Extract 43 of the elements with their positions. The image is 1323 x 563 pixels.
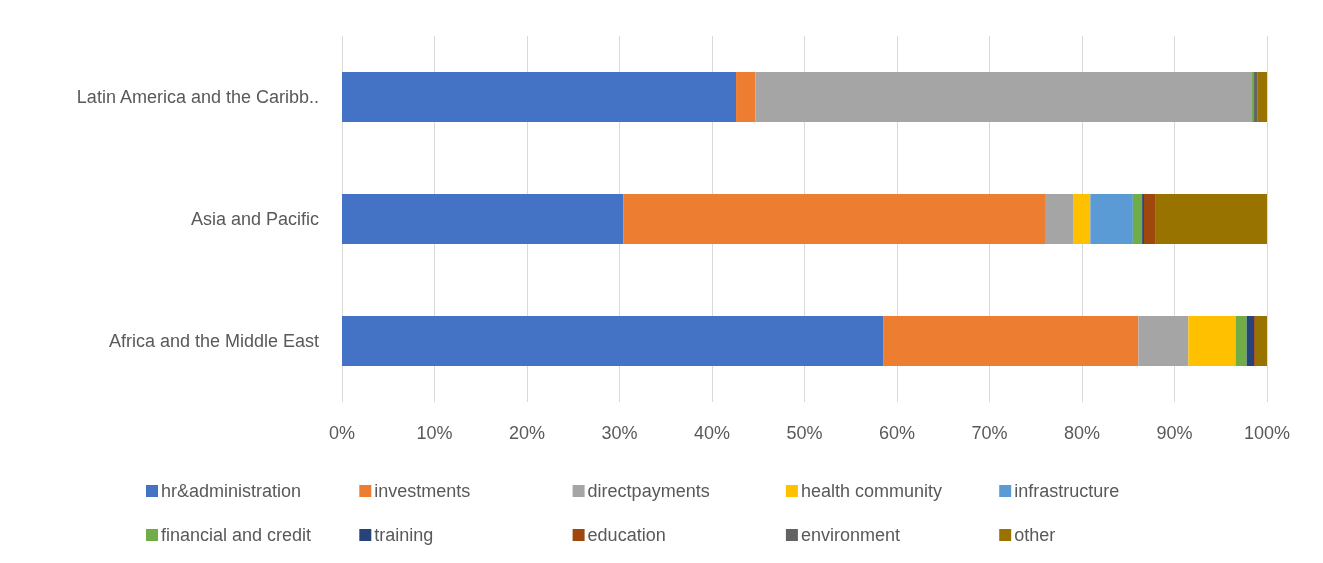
- legend-label: environment: [800, 525, 900, 545]
- x-tick-label: 100%: [1243, 423, 1291, 443]
- y-tick-label: Asia and Pacific: [190, 209, 319, 229]
- bar: [1254, 315, 1267, 367]
- bar: [1045, 193, 1074, 245]
- bar: [1235, 315, 1247, 367]
- x-tick-label: 0%: [328, 423, 356, 443]
- bar: [736, 71, 756, 123]
- bar: [1090, 193, 1133, 245]
- bar: [883, 315, 1139, 367]
- bar: [623, 193, 1045, 245]
- x-tick-label: 50%: [786, 423, 823, 443]
- legend-label: directpayments: [587, 481, 710, 501]
- bar: [1257, 71, 1267, 123]
- x-tick-label: 10%: [416, 423, 453, 443]
- bar: [1132, 193, 1143, 245]
- bar: [1073, 193, 1091, 245]
- bar: [1246, 315, 1255, 367]
- bar: [342, 315, 884, 367]
- x-tick-label: 70%: [971, 423, 1008, 443]
- x-tick-label: 90%: [1156, 423, 1193, 443]
- legend-label: training: [374, 525, 434, 545]
- bar: [342, 193, 624, 245]
- bar: [1155, 193, 1267, 245]
- x-tick-label: 30%: [601, 423, 638, 443]
- legend-label: education: [587, 525, 666, 545]
- bar: [342, 71, 737, 123]
- y-tick-label: Africa and the Middle East: [108, 331, 319, 351]
- x-tick-label: 20%: [508, 423, 546, 443]
- x-tick-label: 40%: [693, 423, 731, 443]
- bar: [755, 71, 1252, 123]
- legend-label: health community: [800, 481, 942, 501]
- bar: [1143, 193, 1156, 245]
- legend-label: investments: [374, 481, 471, 501]
- legend-label: financial and credit: [161, 525, 312, 545]
- x-tick-label: 60%: [878, 423, 916, 443]
- y-tick-label: Latin America and the Caribb..: [76, 87, 319, 107]
- x-tick-label: 80%: [1063, 423, 1101, 443]
- bar: [1138, 315, 1189, 367]
- legend-label: hr&administration: [161, 481, 302, 501]
- bar: [1188, 315, 1236, 367]
- legend-label: infrastructure: [1014, 481, 1120, 501]
- legend-label: other: [1014, 525, 1056, 545]
